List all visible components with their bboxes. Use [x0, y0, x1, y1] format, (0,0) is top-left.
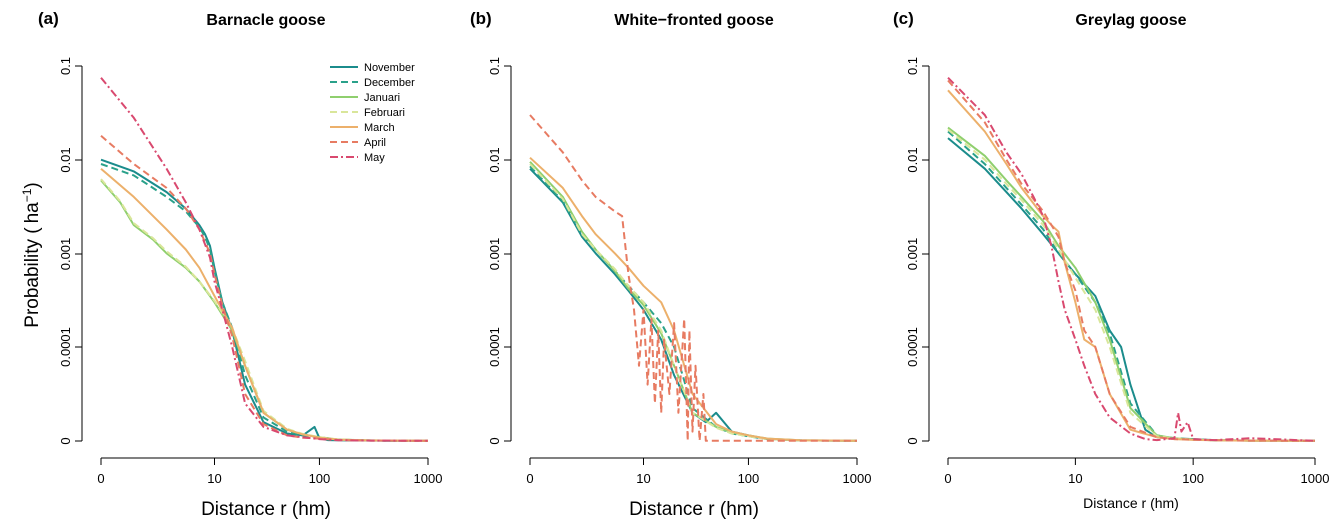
- y-axis-title-close: ): [22, 182, 43, 188]
- series-line-may: [947, 76, 1316, 442]
- panel-letter: (b): [470, 9, 492, 28]
- x-tick-label: 1000: [843, 471, 872, 486]
- series-line-januari: [947, 126, 1316, 442]
- series-line-may: [100, 77, 429, 442]
- legend-label: November: [364, 62, 415, 74]
- y-tick-label: 0: [905, 437, 920, 444]
- x-tick-label: 0: [526, 471, 533, 486]
- x-axis-title: Distance r (hm): [1083, 495, 1179, 511]
- x-tick-label: 10: [636, 471, 650, 486]
- legend-label: March: [364, 122, 395, 134]
- series-line-februari: [529, 163, 858, 442]
- y-tick-label: 0.01: [58, 147, 73, 172]
- series-line-januari: [100, 179, 429, 442]
- panel-b: (b) White−fronted goose 0 0.0001 0.001 0.01 0.…: [470, 9, 871, 520]
- x-tick-label: 1000: [414, 471, 443, 486]
- legend-label: Februari: [364, 107, 405, 119]
- y-tick-label: 0.1: [905, 57, 920, 75]
- series-line-november: [100, 158, 429, 442]
- legend-label: May: [364, 152, 385, 164]
- x-tick-label: 100: [309, 471, 331, 486]
- y-tick-label: 0.0001: [487, 327, 502, 367]
- series-line-december: [100, 163, 429, 442]
- series-line-march: [529, 156, 858, 442]
- y-tick-label: 0.001: [487, 238, 502, 271]
- x-tick-label: 1000: [1301, 471, 1330, 486]
- x-tick-label: 10: [1068, 471, 1082, 486]
- series-line-november: [947, 137, 1316, 442]
- y-tick-label: 0.0001: [905, 327, 920, 367]
- panel-letter: (c): [893, 9, 914, 28]
- series-line-november: [529, 168, 858, 442]
- y-axis-title-exp: −1: [20, 188, 34, 202]
- legend-label: April: [364, 137, 386, 149]
- y-axis-title: Probability ( ha−1): [20, 182, 43, 327]
- series-line-april: [529, 114, 857, 442]
- x-tick-label: 100: [738, 471, 760, 486]
- x-tick-label: 100: [1182, 471, 1204, 486]
- x-tick-label: 0: [97, 471, 104, 486]
- legend-label: Januari: [364, 92, 400, 104]
- y-tick-label: 0.0001: [58, 327, 73, 367]
- y-tick-label: 0.1: [58, 57, 73, 75]
- y-tick-label: 0: [58, 437, 73, 444]
- series-line-march: [100, 167, 429, 442]
- x-axis-title: Distance r (hm): [629, 499, 759, 520]
- panel-a: (a) Barnacle goose 0 0.0001 0.001 0.01 0.1 0 10 1…: [38, 9, 442, 520]
- legend: November December Januari Februari March Apri…: [330, 62, 415, 164]
- y-axis-title-main: Probability (: [22, 227, 43, 328]
- y-axis-title-unit: ha: [22, 202, 43, 224]
- x-tick-label: 10: [207, 471, 221, 486]
- series-line-februari: [947, 128, 1316, 442]
- x-tick-label: 0: [944, 471, 951, 486]
- y-tick-label: 0.01: [487, 147, 502, 172]
- panel-c: (c) Greylag goose 0 0.0001 0.001 0.01 0.1 0 10 10…: [893, 9, 1329, 511]
- panel-letter: (a): [38, 9, 59, 28]
- y-tick-label: 0.1: [487, 57, 502, 75]
- panel-title: Greylag goose: [1075, 12, 1186, 29]
- series-line-februari: [100, 178, 429, 442]
- panel-title: White−fronted goose: [614, 12, 774, 29]
- y-tick-label: 0.001: [58, 238, 73, 271]
- panel-title: Barnacle goose: [206, 12, 325, 29]
- x-axis-title: Distance r (hm): [201, 499, 331, 520]
- y-tick-label: 0.001: [905, 238, 920, 271]
- y-tick-label: 0: [487, 437, 502, 444]
- legend-label: December: [364, 77, 415, 89]
- y-tick-label: 0.01: [905, 147, 920, 172]
